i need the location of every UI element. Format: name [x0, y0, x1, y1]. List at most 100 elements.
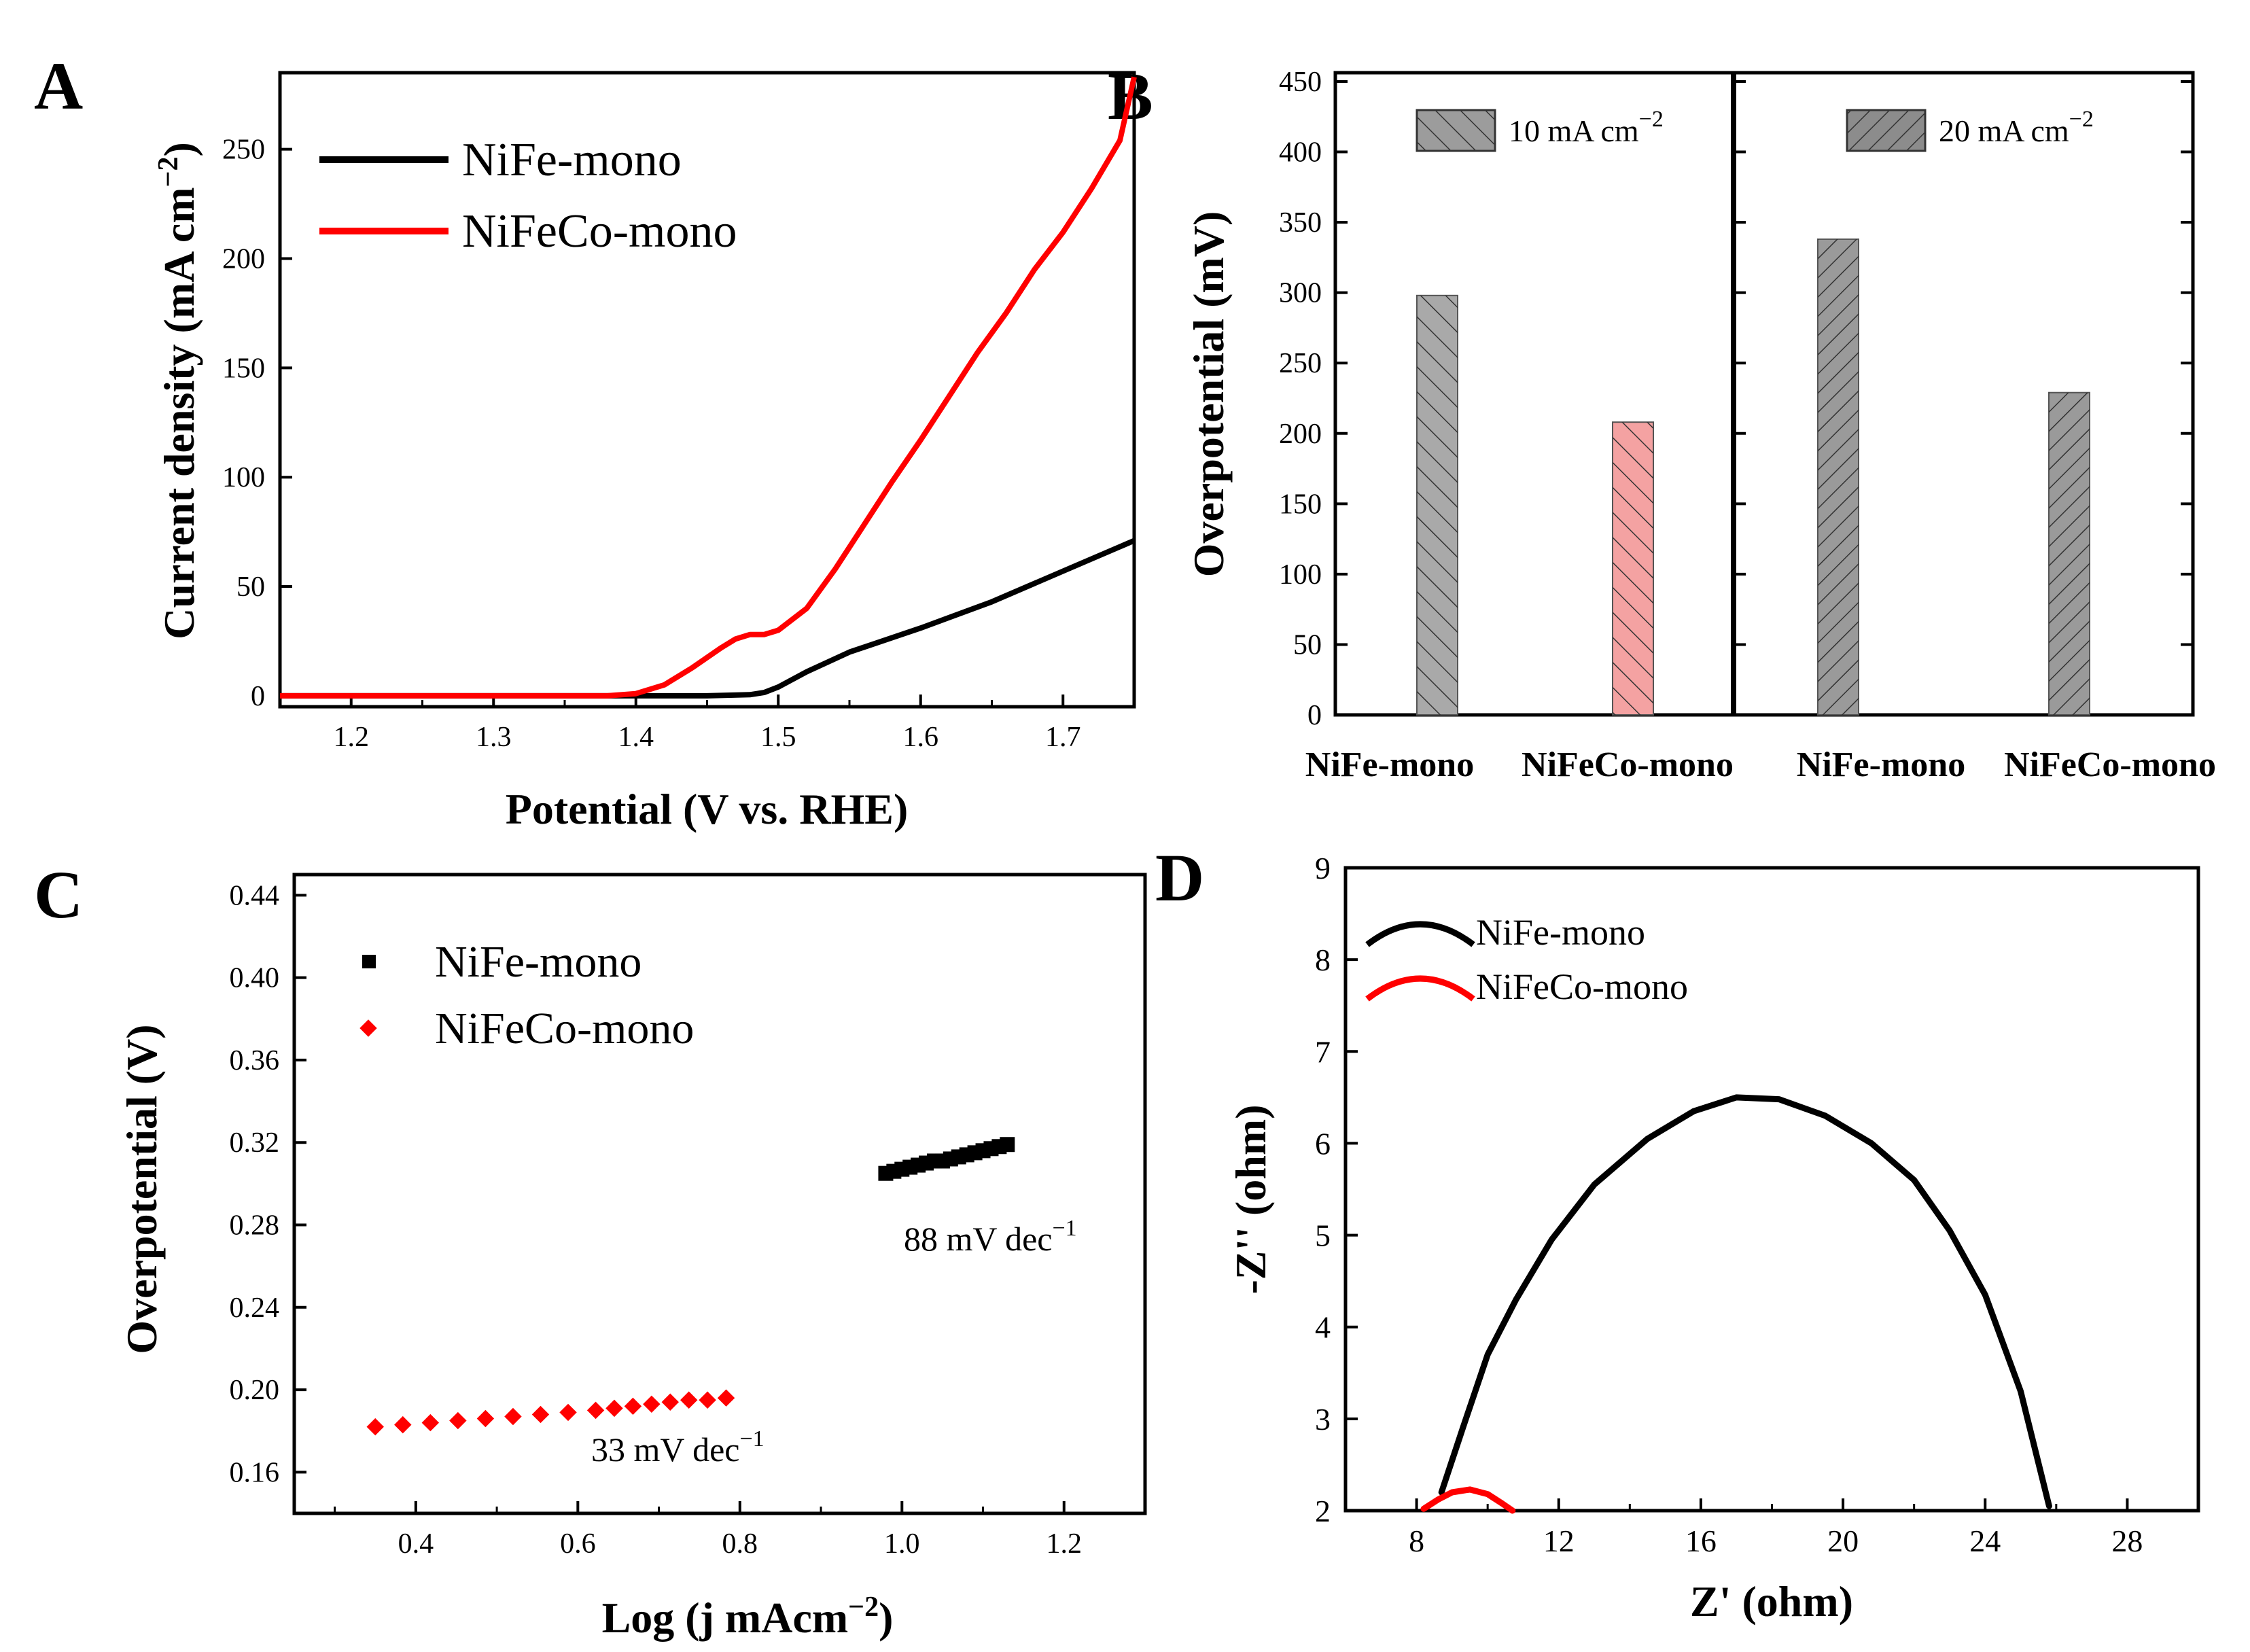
legend-label-10ma: 10 mA cm−2 — [1509, 107, 1664, 148]
y-tick-label: 2 — [1315, 1494, 1331, 1528]
data-point-nifeco-mono — [699, 1391, 716, 1409]
y-tick-label: 0 — [251, 681, 265, 712]
panel-c-x-axis-label: Log (j mAcm−2) — [602, 1592, 894, 1642]
data-point-nife-mono — [1000, 1137, 1015, 1153]
y-tick-label: 250 — [222, 135, 265, 166]
y-tick-label: 0 — [1307, 700, 1322, 731]
x-tick-label: 24 — [1969, 1524, 2001, 1558]
y-tick-label: 8 — [1315, 943, 1331, 977]
y-tick-label: 0.40 — [230, 963, 280, 994]
panel-label-c: C — [34, 857, 83, 932]
y-tick-label: 150 — [222, 353, 265, 384]
panel-c-y-axis-label: Overpotential (V) — [118, 1024, 166, 1354]
y-tick-label: 100 — [1279, 559, 1322, 591]
panel-b-legend-10ma: 10 mA cm−2 — [1416, 107, 1664, 152]
y-tick-label: 5 — [1315, 1218, 1331, 1253]
data-point-nifeco-mono — [586, 1401, 605, 1420]
y-tick-label: 0.28 — [230, 1210, 280, 1241]
panel-c-y-ticks: 0.16 0.20 0.24 0.28 0.32 0.36 0.40 0.44 — [230, 880, 306, 1488]
bar-hatch-20ma-nifeco-mono — [2049, 392, 2090, 715]
panel-b-y-axis-label: Overpotential (mV) — [1184, 211, 1233, 578]
y-tick-label: 50 — [1293, 629, 1322, 661]
panel-c-x-ticks: 0.4 0.6 0.8 1.0 1.2 — [334, 1501, 1146, 1560]
series-line-nifeco-mono — [1420, 1486, 1516, 1514]
x-tick-label: 20 — [1827, 1524, 1859, 1558]
legend-label-20ma: 20 mA cm−2 — [1939, 107, 2094, 148]
y-tick-label: 100 — [222, 462, 265, 493]
panel-c-scatter-chart: 0.4 0.6 0.8 1.0 1.2 0.16 0.20 0.24 0.28 0.32 0.36… — [118, 873, 1147, 1642]
panel-c-series-nifeco-mono — [366, 1389, 735, 1436]
y-tick-label: 300 — [1279, 278, 1322, 309]
data-point-nifeco-mono — [717, 1389, 735, 1407]
panel-a-line-chart: 1.2 1.3 1.4 1.5 1.6 1.7 0 50 100 150 200 250 NiFe-… — [153, 71, 1137, 833]
panel-a-x-ticks: 1.2 1.3 1.4 1.5 1.6 1.7 — [279, 695, 1136, 753]
data-point-nifeco-mono — [605, 1399, 623, 1418]
panel-b-bars — [1416, 238, 2090, 716]
data-point-nifeco-mono — [504, 1407, 522, 1426]
bar-hatch-20ma-nife-mono — [1818, 239, 1859, 715]
panel-b-bar-chart: 0 50 100 150 200 250 300 350 400 450 10 mA cm−2 2… — [1184, 67, 2216, 784]
y-tick-label: 150 — [1279, 489, 1322, 520]
data-point-nifeco-mono — [531, 1405, 550, 1424]
panel-b-legend-20ma: 20 mA cm−2 — [1846, 107, 2094, 152]
x-tick-label: 0.8 — [722, 1528, 758, 1560]
data-point-nifeco-mono — [449, 1411, 467, 1430]
panel-c-legend: NiFe-mono NiFeCo-mono — [359, 937, 694, 1053]
panel-a-y-ticks: 0 50 100 150 200 250 — [222, 135, 292, 712]
panel-d-x-ticks: 8 12 16 20 24 28 — [1344, 1498, 2200, 1558]
x-tick-label: 1.3 — [476, 722, 512, 753]
x-tick-label: 28 — [2111, 1524, 2143, 1558]
annotation-slope-nife-mono: 88 mV dec−1 — [904, 1216, 1077, 1258]
y-tick-label: 0.16 — [230, 1457, 280, 1488]
legend-label-nifeco-mono: NiFeCo-mono — [462, 205, 737, 258]
panel-a-x-axis-label: Potential (V vs. RHE) — [506, 785, 909, 833]
legend-label-nifeco-mono: NiFeCo-mono — [1476, 966, 1688, 1007]
legend-label-nifeco-mono: NiFeCo-mono — [435, 1004, 694, 1053]
panel-d-line-chart: 8 12 16 20 24 28 2 3 4 5 6 7 8 9 NiFe-mono NiFeCo-mo… — [1227, 851, 2200, 1625]
data-point-nifeco-mono — [366, 1418, 384, 1436]
panel-a-legend: NiFe-mono NiFeCo-mono — [319, 134, 737, 258]
y-tick-label: 450 — [1279, 67, 1322, 98]
bar-hatch-10ma-nife-mono — [1417, 295, 1458, 715]
x-tick-label: 1.5 — [760, 722, 796, 753]
panel-d-legend: NiFe-mono NiFeCo-mono — [1365, 912, 1688, 1007]
y-tick-label: 350 — [1279, 207, 1322, 239]
x-tick-label: 1.7 — [1045, 722, 1081, 753]
y-tick-label: 50 — [236, 572, 265, 603]
category-label-nife-mono-10ma: NiFe-mono — [1305, 745, 1474, 784]
data-point-nifeco-mono — [624, 1397, 642, 1416]
data-point-nifeco-mono — [476, 1409, 495, 1428]
x-tick-label: 1.6 — [903, 722, 939, 753]
legend-swatch-nifeco-mono — [1365, 975, 1475, 1002]
x-tick-label: 16 — [1685, 1524, 1717, 1558]
y-tick-label: 0.20 — [230, 1375, 280, 1406]
panel-label-a: A — [34, 48, 83, 124]
legend-label-nife-mono: NiFe-mono — [1476, 912, 1645, 953]
data-point-nifeco-mono — [394, 1416, 412, 1434]
y-tick-label: 0.44 — [230, 880, 280, 911]
y-tick-label: 7 — [1315, 1034, 1331, 1069]
panel-b-plot-frame — [1333, 71, 2195, 717]
bar-hatch-10ma-nifeco-mono — [1613, 422, 1653, 715]
panel-d-y-axis-label: -Z'' (ohm) — [1227, 1104, 1275, 1294]
category-label-nife-mono-20ma: NiFe-mono — [1797, 745, 1965, 784]
legend-swatch-hatch-20ma — [1847, 110, 1925, 151]
legend-marker-nifeco-mono — [359, 1019, 377, 1037]
x-tick-label: 8 — [1409, 1524, 1424, 1558]
y-tick-label: 400 — [1279, 137, 1322, 169]
y-tick-label: 6 — [1315, 1126, 1331, 1161]
panel-d-y-ticks: 2 3 4 5 6 7 8 9 — [1315, 851, 1358, 1528]
panel-c-plot-frame — [292, 873, 1147, 1515]
data-point-nifeco-mono — [643, 1395, 661, 1413]
panel-b-y-ticks: 0 50 100 150 200 250 300 350 400 450 — [1279, 67, 2193, 731]
y-tick-label: 200 — [222, 243, 265, 275]
y-tick-label: 3 — [1315, 1402, 1331, 1437]
series-line-nifeco-mono — [280, 76, 1137, 699]
panel-a-y-axis-label: Current density (mA cm−2) — [153, 142, 203, 639]
data-point-nifeco-mono — [661, 1393, 679, 1411]
legend-label-nife-mono: NiFe-mono — [462, 134, 682, 186]
panel-d-plot-frame — [1343, 866, 2200, 1513]
legend-label-nife-mono: NiFe-mono — [435, 937, 641, 987]
x-tick-label: 1.2 — [1047, 1528, 1083, 1560]
